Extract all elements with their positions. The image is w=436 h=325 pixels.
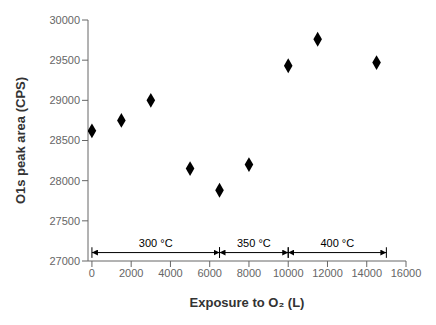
svg-text:0: 0 (89, 267, 95, 279)
svg-text:28000: 28000 (49, 175, 80, 187)
svg-text:2000: 2000 (119, 267, 143, 279)
svg-text:Exposure to O₂ (L): Exposure to O₂ (L) (190, 295, 305, 310)
svg-text:O1s peak area (CPS): O1s peak area (CPS) (13, 77, 28, 204)
svg-text:28500: 28500 (49, 134, 80, 146)
svg-text:27000: 27000 (49, 255, 80, 267)
svg-text:12000: 12000 (312, 267, 343, 279)
svg-text:400 °C: 400 °C (320, 237, 354, 249)
svg-text:27500: 27500 (49, 215, 80, 227)
svg-text:300 °C: 300 °C (139, 237, 173, 249)
svg-text:350 °C: 350 °C (237, 237, 271, 249)
svg-text:16000: 16000 (391, 267, 422, 279)
svg-text:30000: 30000 (49, 14, 80, 26)
svg-text:4000: 4000 (158, 267, 182, 279)
svg-text:8000: 8000 (237, 267, 261, 279)
svg-text:29500: 29500 (49, 54, 80, 66)
svg-text:10000: 10000 (273, 267, 304, 279)
svg-text:14000: 14000 (351, 267, 382, 279)
svg-text:6000: 6000 (197, 267, 221, 279)
svg-text:29000: 29000 (49, 94, 80, 106)
